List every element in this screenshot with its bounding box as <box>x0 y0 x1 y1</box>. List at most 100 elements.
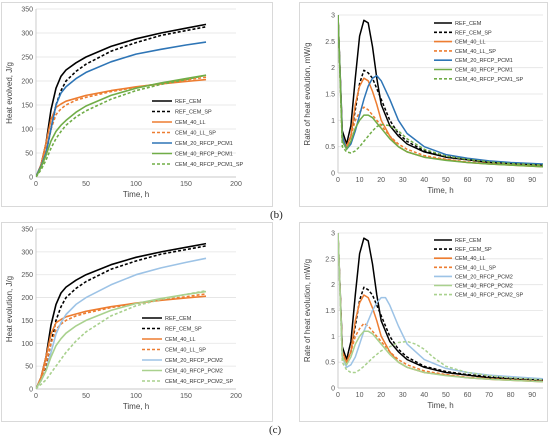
legend-entry: CEM_40_LL <box>175 120 206 126</box>
x-tick-label: 30 <box>399 177 407 184</box>
x-tick-label: 40 <box>420 177 428 184</box>
legend-entry: REF_CEM <box>175 99 202 105</box>
x-tick-label: 10 <box>356 392 364 399</box>
y-tick-label: 100 <box>21 127 33 134</box>
y-axis-label: Heat evolution, J/g <box>5 276 14 342</box>
chart-svg: 0 50 100 150 200 250 300 350 0 50 100 150 200 Time, h… <box>5 227 242 412</box>
x-tick-label: 50 <box>82 393 90 400</box>
legend-entry: CEM_40_LL <box>165 337 196 343</box>
y-tick-label: 0 <box>331 386 335 393</box>
x-tick-label: 80 <box>507 177 515 184</box>
y-tick-label: 1.5 <box>325 92 335 99</box>
series-line-ref-cem-sp <box>338 232 543 381</box>
series-line-ref-cem <box>338 232 543 382</box>
y-tick-label: 300 <box>21 31 33 38</box>
legend-entry: CEM_40_RFCP_PCM2_SP <box>165 379 233 385</box>
x-tick-label: 70 <box>485 392 493 399</box>
legend-entry: CEM_40_RFCP_PCM1 <box>455 68 513 74</box>
x-tick-label: 90 <box>528 177 536 184</box>
y-tick-label: 350 <box>21 227 33 234</box>
x-tick-label: 150 <box>180 393 192 400</box>
x-tick-label: 50 <box>442 177 450 184</box>
x-tick-label: 20 <box>377 177 385 184</box>
y-tick-label: 100 <box>21 341 33 348</box>
series-line-cem-40-rfcp-pcm2 <box>338 232 543 383</box>
x-tick-label: 40 <box>420 392 428 399</box>
legend-entry: CEM_40_LL <box>455 256 486 262</box>
y-tick-label: 250 <box>21 55 33 62</box>
x-tick-label: 20 <box>377 392 385 399</box>
y-tick-label: 200 <box>21 295 33 302</box>
legend-entry: CEM_40_RFCP_PCM1_SP <box>455 77 523 83</box>
x-tick-label: 10 <box>356 177 364 184</box>
y-axis-label: Rate of heat evolution, mW/g <box>303 42 312 145</box>
y-tick-label: 0.5 <box>325 360 335 367</box>
series-line-cem-40-ll-sp <box>338 14 543 167</box>
legend-entry: CEM_40_LL_SP <box>455 49 496 55</box>
legend-entry: CEM_40_RFCP_PCM1_SP <box>175 162 243 168</box>
y-tick-label: 250 <box>21 272 33 279</box>
y-tick-label: 350 <box>21 7 33 14</box>
y-tick-label: 2.5 <box>325 39 335 46</box>
series-line-ref-cem-sp <box>338 14 543 166</box>
x-tick-label: 100 <box>130 393 142 400</box>
y-tick-label: 300 <box>21 249 33 256</box>
y-tick-label: 50 <box>25 151 33 158</box>
y-tick-label: 0 <box>29 175 33 182</box>
y-tick-label: 3 <box>331 13 335 20</box>
y-tick-label: 200 <box>21 79 33 86</box>
legend-entry: REF_CEM_SP <box>165 327 202 333</box>
x-tick-label: 90 <box>528 392 536 399</box>
legend-entry: CEM_40_LL_SP <box>455 265 496 271</box>
x-tick-label: 50 <box>82 181 90 188</box>
y-tick-label: 1 <box>331 334 335 341</box>
series-line-cem-20-rfcp-pcm2 <box>338 232 543 380</box>
series-line-cem-40-rfcp-pcm1 <box>338 14 543 168</box>
legend-entry: CEM_20_RFCP_PCM2 <box>165 358 223 364</box>
series-line-cem-40-ll-sp <box>338 232 543 383</box>
x-tick-label: 200 <box>230 393 242 400</box>
legend-entry: CEM_40_RFCP_PCM2 <box>455 284 513 290</box>
legend-entry: REF_CEM_SP <box>455 247 492 253</box>
x-tick-label: 70 <box>485 177 493 184</box>
legend-entry: REF_CEM <box>455 238 482 244</box>
y-tick-label: 2.5 <box>325 256 335 263</box>
y-tick-label: 0.5 <box>325 144 335 151</box>
x-axis-label: Time, h <box>123 190 149 199</box>
x-axis-label: Time, h <box>427 186 453 195</box>
series-line-cem-40-rfcp-pcm1-sp <box>338 14 543 166</box>
y-axis-label: Rate of heat evolution, mW/g <box>303 259 312 362</box>
legend-entry: CEM_40_RFCP_PCM1 <box>175 152 233 158</box>
legend-entry: CEM_40_LL_SP <box>175 131 216 137</box>
y-tick-label: 2 <box>331 282 335 289</box>
x-tick-label: 0 <box>34 393 38 400</box>
series-line-cem-20-rfcp-pcm1 <box>338 14 543 165</box>
x-tick-label: 30 <box>399 392 407 399</box>
legend-entry: REF_CEM <box>165 316 192 322</box>
x-tick-label: 100 <box>130 181 142 188</box>
legend-entry: CEM_40_RFCP_PCM2 <box>165 369 223 375</box>
legend-entry: REF_CEM <box>455 21 482 27</box>
legend-entry: CEM_20_RFCP_PCM1 <box>175 141 233 147</box>
x-tick-label: 80 <box>507 392 515 399</box>
y-tick-label: 3 <box>331 231 335 238</box>
figure-label-c: (c) <box>269 424 282 436</box>
legend-entry: REF_CEM_SP <box>455 30 492 36</box>
legend-entry: CEM_20_RFCP_PCM1 <box>455 58 513 64</box>
figure-label-b: (b) <box>270 209 283 221</box>
y-tick-label: 0 <box>331 171 335 178</box>
x-axis-label: Time, h <box>123 402 149 411</box>
x-tick-label: 0 <box>336 177 340 184</box>
series-line-cem-40-rfcp-pcm2-sp <box>36 289 207 389</box>
chart-panel-c-cumulative: 0 50 100 150 200 250 300 350 0 50 100 150 200 Time, h… <box>1 222 273 422</box>
y-tick-label: 2 <box>331 65 335 72</box>
chart-svg: 0 50 100 150 200 250 300 350 0 50 100 150 200 Time, h… <box>5 7 243 200</box>
y-tick-label: 50 <box>25 364 33 371</box>
y-tick-label: 1 <box>331 118 335 125</box>
y-tick-label: 150 <box>21 103 33 110</box>
x-tick-label: 150 <box>180 181 192 188</box>
legend-entry: CEM_40_RFCP_PCM2_SP <box>455 293 523 299</box>
y-tick-label: 1.5 <box>325 308 335 315</box>
